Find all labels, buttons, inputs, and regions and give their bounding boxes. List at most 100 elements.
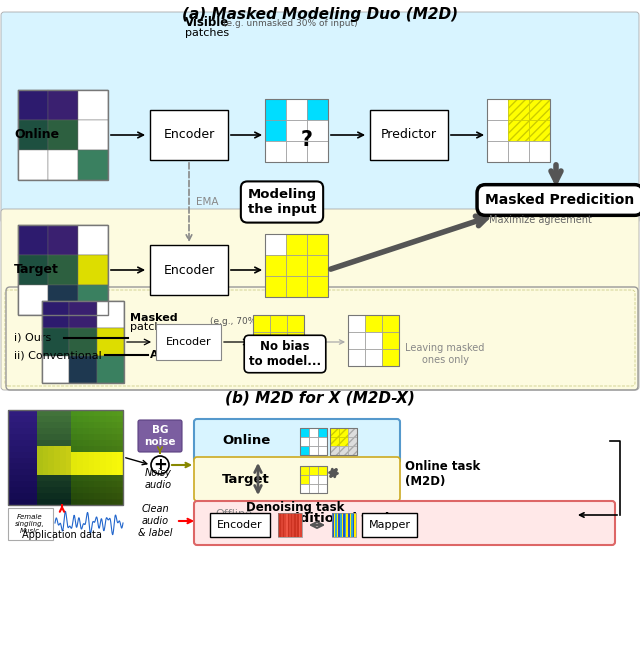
Text: Online: Online xyxy=(222,433,270,446)
Bar xyxy=(309,466,318,475)
Text: Encoder: Encoder xyxy=(163,263,214,277)
Bar xyxy=(65,433,72,440)
Bar xyxy=(48,433,54,440)
Bar xyxy=(13,409,20,416)
Bar xyxy=(286,234,307,255)
Bar xyxy=(88,415,95,422)
Bar xyxy=(355,513,356,537)
Bar xyxy=(78,90,108,120)
Bar xyxy=(106,415,112,422)
Bar xyxy=(19,427,26,433)
Bar xyxy=(69,328,97,356)
Text: Application data: Application data xyxy=(22,530,102,540)
Bar xyxy=(106,486,112,493)
Text: patches: patches xyxy=(168,350,212,360)
Bar xyxy=(111,481,118,487)
Bar xyxy=(19,451,26,458)
Bar xyxy=(31,492,37,499)
Bar xyxy=(25,451,31,458)
Bar xyxy=(508,99,529,120)
Bar xyxy=(18,90,108,180)
Bar xyxy=(111,486,118,493)
Bar xyxy=(13,469,20,475)
Bar xyxy=(318,446,327,455)
Bar xyxy=(77,475,83,481)
Bar xyxy=(36,427,43,433)
Bar xyxy=(351,513,353,537)
Bar xyxy=(77,421,83,428)
Bar xyxy=(8,433,14,440)
Bar xyxy=(382,332,399,349)
Bar xyxy=(307,255,328,276)
Bar xyxy=(300,513,302,537)
Bar xyxy=(8,469,14,475)
Bar xyxy=(19,409,26,416)
Text: Target: Target xyxy=(14,263,59,277)
Bar xyxy=(8,451,14,458)
Text: All: All xyxy=(150,350,166,360)
Bar xyxy=(13,492,20,499)
Bar xyxy=(19,475,26,481)
Bar xyxy=(13,475,20,481)
Bar xyxy=(31,440,37,446)
Bar xyxy=(48,427,54,433)
Bar xyxy=(25,415,31,422)
Text: +: + xyxy=(153,456,167,474)
Bar xyxy=(60,440,66,446)
Bar xyxy=(94,445,100,452)
Bar xyxy=(117,421,124,428)
Bar xyxy=(88,481,95,487)
FancyBboxPatch shape xyxy=(5,290,635,386)
Bar xyxy=(60,481,66,487)
Bar xyxy=(36,486,43,493)
Bar xyxy=(48,421,54,428)
Bar xyxy=(48,415,54,422)
Bar xyxy=(18,90,48,120)
Bar xyxy=(31,451,37,458)
Text: Noisy
audio: Noisy audio xyxy=(145,468,172,490)
Bar xyxy=(48,451,54,458)
Bar xyxy=(111,492,118,499)
Bar xyxy=(60,451,66,458)
FancyBboxPatch shape xyxy=(1,12,639,223)
Bar xyxy=(65,409,72,416)
Bar xyxy=(318,475,327,484)
Bar xyxy=(48,463,54,470)
Bar xyxy=(83,498,89,505)
Bar xyxy=(13,415,20,422)
Bar xyxy=(286,120,307,141)
Bar xyxy=(8,457,14,464)
Bar xyxy=(88,486,95,493)
Bar xyxy=(77,457,83,464)
Bar xyxy=(48,492,54,499)
Bar xyxy=(71,427,77,433)
Bar xyxy=(36,433,43,440)
Bar xyxy=(31,498,37,505)
Bar xyxy=(100,433,106,440)
Bar xyxy=(300,428,327,455)
Bar xyxy=(25,469,31,475)
Bar xyxy=(25,498,31,505)
Bar xyxy=(8,421,14,428)
Bar xyxy=(71,451,77,458)
Bar xyxy=(94,463,100,470)
Bar xyxy=(117,469,124,475)
Bar xyxy=(88,445,95,452)
Bar xyxy=(69,301,97,328)
Bar xyxy=(278,513,302,537)
Bar xyxy=(65,475,72,481)
Bar xyxy=(77,492,83,499)
Bar xyxy=(8,415,14,422)
Bar xyxy=(106,409,112,416)
Bar xyxy=(71,421,77,428)
Bar xyxy=(111,433,118,440)
Bar xyxy=(487,141,508,162)
Bar xyxy=(529,99,550,120)
Bar xyxy=(265,99,286,120)
Bar xyxy=(94,481,100,487)
Bar xyxy=(77,409,83,416)
Bar xyxy=(300,446,309,455)
Bar xyxy=(54,463,60,470)
Bar xyxy=(106,469,112,475)
Bar xyxy=(78,255,108,285)
